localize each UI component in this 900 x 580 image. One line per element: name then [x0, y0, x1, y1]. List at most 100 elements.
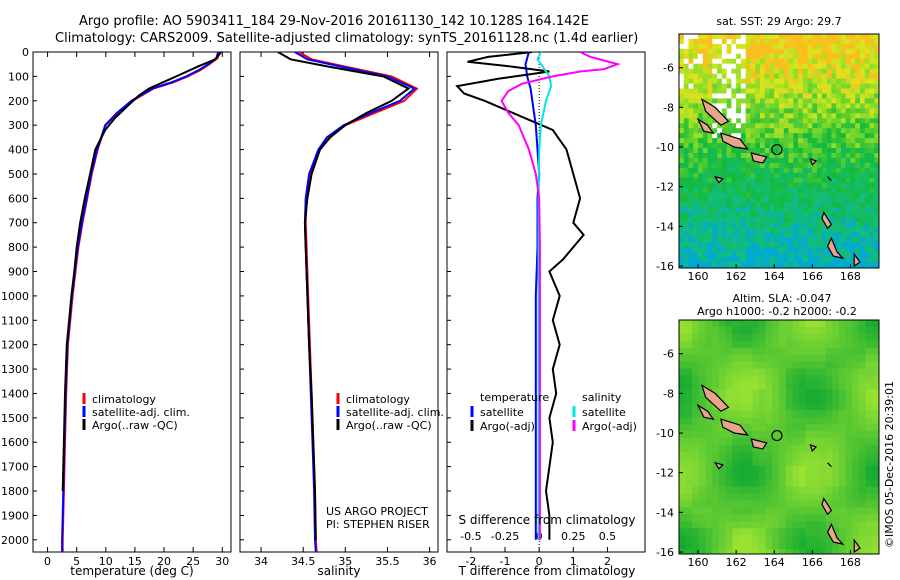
heatmap-cell	[852, 444, 860, 453]
heatmap-cell	[821, 138, 828, 144]
heatmap-cell	[864, 103, 871, 109]
heatmap-cell	[832, 424, 840, 432]
heatmap-cell	[839, 368, 847, 377]
heatmap-cell	[812, 326, 820, 335]
heatmap-cell	[693, 113, 699, 119]
heatmap-cell	[764, 108, 771, 114]
heatmap-cell	[779, 162, 785, 169]
heatmap-cell	[736, 217, 742, 223]
heatmap-cell	[845, 424, 853, 432]
heatmap-cell	[731, 73, 737, 80]
heatmap-cell	[874, 58, 879, 65]
heatmap-cell	[683, 162, 690, 169]
heatmap-cell	[717, 68, 723, 75]
heatmap-cell	[692, 382, 700, 390]
heatmap-cell	[721, 73, 728, 80]
heatmap-cell	[705, 403, 713, 411]
heatmap-cell	[712, 83, 718, 90]
heatmap-cell	[679, 162, 685, 169]
heatmap-cell	[712, 73, 718, 80]
heatmap-cell	[836, 123, 842, 129]
heatmap-cell	[836, 83, 842, 90]
heatmap-cell	[802, 88, 809, 95]
heatmap-cell	[760, 143, 766, 149]
heatmap-cell	[679, 262, 685, 268]
heatmap-cell	[685, 500, 693, 508]
heatmap-cell	[765, 326, 773, 335]
heatmap-cell	[840, 202, 847, 209]
heatmap-cell	[679, 138, 685, 144]
heatmap-cell	[807, 48, 813, 55]
heatmap-cell	[785, 361, 793, 370]
heatmap-cell	[750, 68, 756, 75]
heatmap-cell	[792, 542, 800, 550]
heatmap-cell	[774, 232, 780, 238]
heatmap-cell	[779, 63, 785, 70]
heatmap-cell	[832, 507, 840, 515]
heatmap-cell	[764, 227, 771, 233]
heatmap-cell	[702, 207, 709, 214]
heatmap-cell	[783, 103, 790, 109]
heatmap-cell	[764, 43, 771, 50]
heatmap-cell	[836, 257, 842, 263]
island	[826, 522, 845, 546]
heatmap-cell	[831, 177, 837, 184]
heatmap-cell	[740, 157, 747, 164]
heatmap-cell	[726, 192, 732, 199]
heatmap-cell	[712, 153, 718, 159]
heatmap-cell	[859, 340, 867, 349]
heatmap-cell	[750, 88, 756, 95]
heatmap-cell	[760, 98, 766, 104]
heatmap-cell	[765, 493, 773, 501]
heatmap-cell	[760, 118, 766, 124]
heatmap-cell	[807, 53, 813, 60]
heatmap-cell	[688, 202, 694, 209]
heatmap-cell	[712, 103, 718, 109]
heatmap-cell	[779, 167, 785, 174]
island	[827, 462, 832, 468]
heatmap-cell	[819, 368, 827, 377]
heatmap-cell	[712, 48, 718, 55]
heatmap-cell	[860, 177, 866, 184]
heatmap-cell	[721, 78, 728, 85]
heatmap-cell	[831, 123, 837, 129]
heatmap-cell	[852, 396, 860, 404]
heatmap-cell	[712, 63, 718, 70]
heatmap-cell	[805, 549, 813, 554]
heatmap-cell	[831, 118, 837, 124]
heatmap-cell	[836, 172, 842, 179]
heatmap-cell	[850, 34, 856, 40]
heatmap-cell	[721, 212, 728, 219]
heatmap-cell	[798, 202, 804, 209]
heatmap-cell	[719, 375, 727, 383]
heatmap-cell	[688, 157, 694, 164]
heatmap-cell	[821, 237, 828, 243]
heatmap-cell	[836, 222, 842, 228]
heatmap-cell	[783, 123, 790, 129]
heatmap-cell	[707, 247, 713, 253]
heatmap-cell	[752, 465, 760, 474]
heatmap-cell	[679, 212, 685, 219]
heatmap-cell	[817, 172, 823, 179]
heatmap-cell	[792, 528, 800, 536]
heatmap-cell	[807, 232, 813, 238]
heatmap-cell	[832, 521, 840, 529]
heatmap-cell	[764, 197, 771, 204]
difference-legend: temperature satellite Argo(-adj) salinit…	[470, 391, 637, 433]
heatmap-cell	[769, 182, 775, 189]
heatmap-cell	[707, 217, 713, 223]
heatmap-cell	[731, 192, 737, 199]
heatmap-cell	[745, 500, 753, 508]
heatmap-cell	[707, 222, 713, 228]
heatmap-cell	[852, 375, 860, 383]
heatmap-cell	[717, 58, 723, 65]
heatmap-cell	[755, 217, 761, 223]
heatmap-cell	[874, 197, 879, 204]
heatmap-cell	[832, 438, 840, 446]
heatmap-cell	[779, 500, 787, 508]
heatmap-cell	[872, 417, 879, 425]
heatmap-cell	[745, 103, 752, 109]
heatmap-cell	[679, 143, 685, 149]
heatmap-cell	[774, 177, 780, 184]
heatmap-cell	[812, 242, 818, 248]
